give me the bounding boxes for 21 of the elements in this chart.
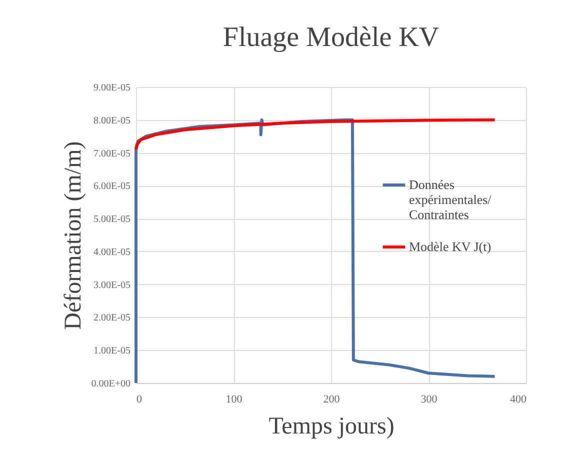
x-tick-label: 100 (226, 394, 243, 406)
y-tick-label: 9.00E-05 (94, 82, 130, 94)
x-tick-label: 200 (323, 394, 340, 406)
y-tick-label: 4.00E-05 (94, 246, 130, 258)
legend-label: Données expérimentales/ Contraintes (409, 177, 492, 222)
y-tick-label: 8.00E-05 (94, 115, 130, 126)
y-tick-label: 2.00E-05 (94, 312, 130, 324)
x-tick-label: 300 (420, 394, 438, 406)
y-tick-label: 1.00E-05 (94, 346, 130, 357)
y-tick-label: 3.00E-05 (94, 280, 130, 291)
y-tick-label: 5.00E-05 (94, 214, 130, 226)
x-tick-label: 0 (136, 394, 142, 406)
y-tick-label: 7.00E-05 (94, 148, 130, 160)
y-tick-label: 6.00E-05 (94, 181, 130, 192)
x-tick-label: 400 (510, 394, 527, 406)
line-series (134, 118, 496, 151)
y-axis-title: Déformation (m/m) (60, 141, 86, 330)
legend-label: Modèle KV J(t) (409, 239, 492, 254)
x-axis-title: Temps jours) (268, 414, 394, 440)
chart-title: Fluage Modèle KV (222, 22, 440, 53)
y-tick-label: 0.00E+00 (91, 378, 130, 390)
